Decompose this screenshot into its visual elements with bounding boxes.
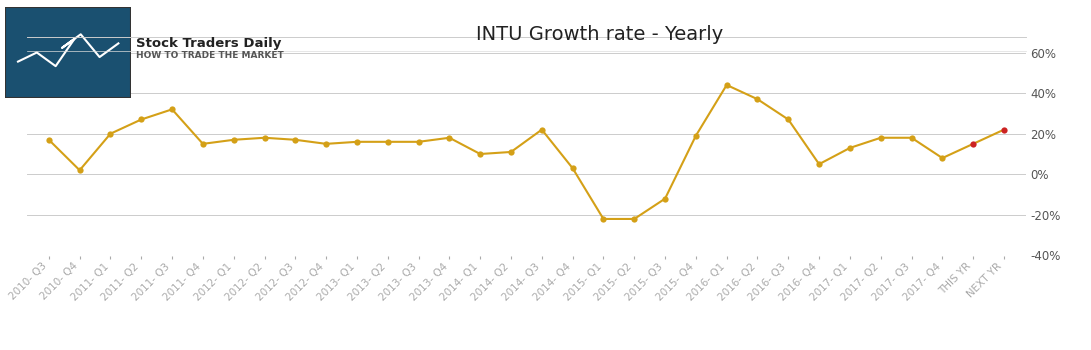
Text: HOW TO TRADE THE MARKET: HOW TO TRADE THE MARKET bbox=[136, 51, 284, 60]
Text: Stock Traders Daily: Stock Traders Daily bbox=[136, 37, 281, 50]
Text: INTU Growth rate - Yearly: INTU Growth rate - Yearly bbox=[477, 25, 723, 43]
FancyBboxPatch shape bbox=[5, 7, 131, 98]
